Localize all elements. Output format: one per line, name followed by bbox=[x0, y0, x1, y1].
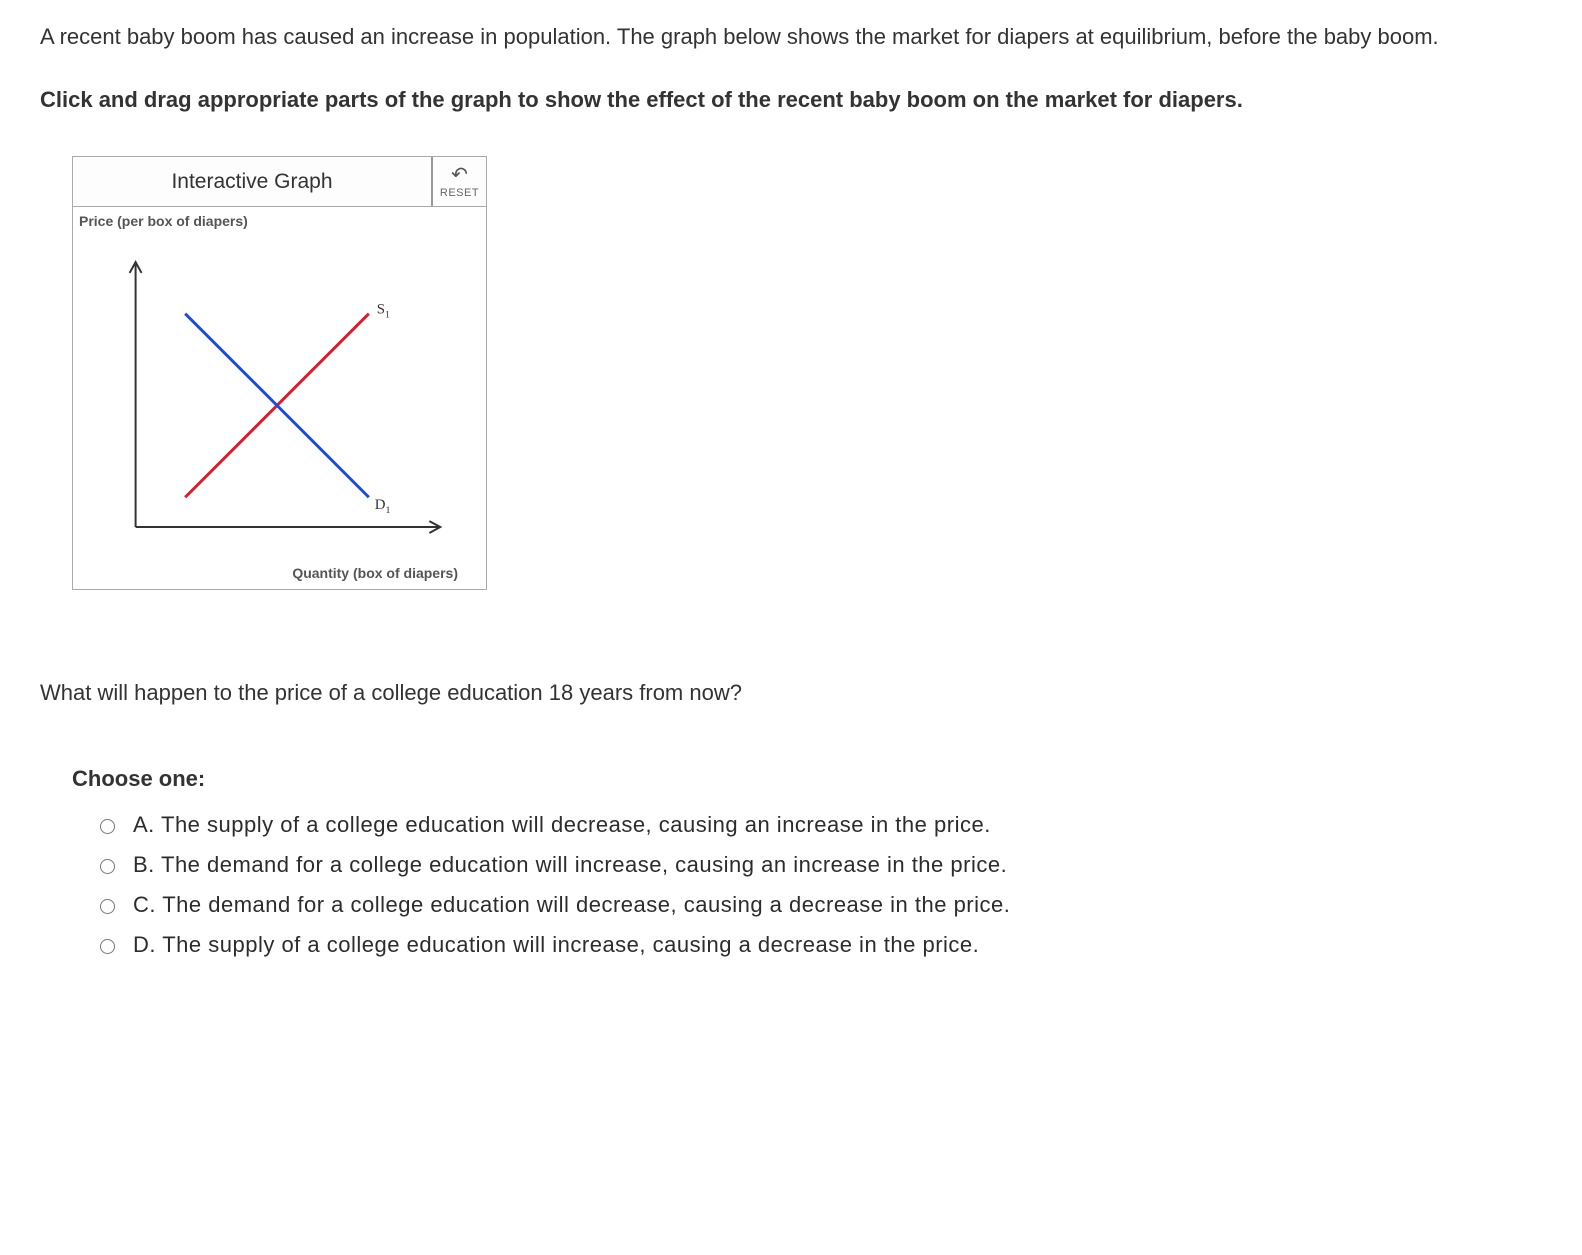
answer-options: A. The supply of a college education wil… bbox=[95, 812, 1542, 958]
choose-one-label: Choose one: bbox=[72, 766, 1542, 792]
x-axis-label: Quantity (box of diapers) bbox=[81, 565, 478, 581]
option-c-radio[interactable] bbox=[100, 899, 115, 914]
y-axis-label: Price (per box of diapers) bbox=[79, 213, 478, 229]
option-d-radio[interactable] bbox=[100, 939, 115, 954]
option-c-text: C. The demand for a college education wi… bbox=[133, 892, 1010, 918]
graph-header: Interactive Graph ↶ RESET bbox=[73, 157, 486, 207]
demand-curve-label: D1 bbox=[375, 497, 391, 516]
option-c[interactable]: C. The demand for a college education wi… bbox=[95, 892, 1542, 918]
interactive-graph-panel: Interactive Graph ↶ RESET Price (per box… bbox=[72, 156, 487, 590]
undo-icon: ↶ bbox=[451, 165, 468, 185]
option-a-radio[interactable] bbox=[100, 819, 115, 834]
supply-curve-label: S1 bbox=[377, 302, 390, 321]
graph-title: Interactive Graph bbox=[73, 157, 432, 206]
option-b[interactable]: B. The demand for a college education wi… bbox=[95, 852, 1542, 878]
question-intro: A recent baby boom has caused an increas… bbox=[40, 20, 1542, 53]
option-b-radio[interactable] bbox=[100, 859, 115, 874]
option-d[interactable]: D. The supply of a college education wil… bbox=[95, 932, 1542, 958]
option-a[interactable]: A. The supply of a college education wil… bbox=[95, 812, 1542, 838]
option-a-text: A. The supply of a college education wil… bbox=[133, 812, 991, 838]
supply-demand-chart[interactable]: S1 D1 bbox=[81, 233, 478, 563]
option-d-text: D. The supply of a college education wil… bbox=[133, 932, 979, 958]
reset-label: RESET bbox=[440, 187, 479, 199]
reset-button[interactable]: ↶ RESET bbox=[432, 157, 486, 206]
option-b-text: B. The demand for a college education wi… bbox=[133, 852, 1007, 878]
followup-question: What will happen to the price of a colle… bbox=[40, 680, 1542, 706]
question-instruction: Click and drag appropriate parts of the … bbox=[40, 83, 1542, 116]
chart-area[interactable]: S1 D1 bbox=[81, 233, 478, 563]
